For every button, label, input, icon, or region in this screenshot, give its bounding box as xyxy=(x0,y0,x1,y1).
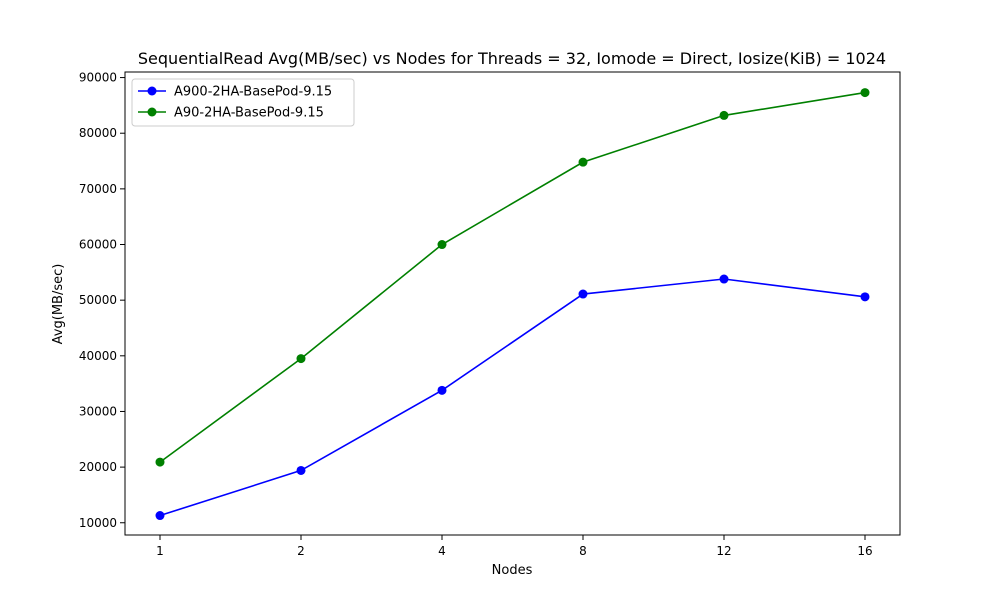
legend-item: A900-2HA-BasePod-9.15 xyxy=(138,85,332,100)
legend-label: A90-2HA-BasePod-9.15 xyxy=(174,106,324,121)
data-point xyxy=(296,354,306,364)
x-tick-label: 12 xyxy=(716,544,731,558)
y-tick-label: 70000 xyxy=(79,182,117,196)
x-tick-label: 2 xyxy=(297,544,305,558)
y-tick-label: 60000 xyxy=(79,238,117,252)
data-point xyxy=(437,240,447,250)
data-point xyxy=(719,274,729,284)
legend-swatch-marker xyxy=(147,107,157,117)
chart-title: SequentialRead Avg(MB/sec) vs Nodes for … xyxy=(138,49,886,68)
data-point xyxy=(155,511,165,521)
x-tick-label: 8 xyxy=(579,544,587,558)
y-tick-label: 30000 xyxy=(79,404,117,418)
x-axis: 1 2 4 8 12 16 xyxy=(156,535,873,558)
legend-box xyxy=(131,78,355,127)
legend-item: A90-2HA-BasePod-9.15 xyxy=(138,106,324,121)
data-point xyxy=(860,88,870,98)
y-tick-label: 90000 xyxy=(79,71,117,85)
y-tick-label: 10000 xyxy=(79,516,117,530)
data-point xyxy=(155,457,165,467)
y-axis-label: Avg(MB/sec) xyxy=(51,264,66,345)
data-point xyxy=(719,110,729,120)
data-point xyxy=(437,385,447,395)
plot-area-frame xyxy=(124,71,901,536)
y-tick-label: 20000 xyxy=(79,460,117,474)
data-point xyxy=(578,289,588,299)
y-axis: 10000 20000 30000 40000 50000 60000 70000 80000… xyxy=(79,71,125,530)
series-1 xyxy=(155,274,870,521)
series-layer xyxy=(155,88,870,521)
series-line xyxy=(159,91,866,463)
legend-swatch-marker xyxy=(147,86,157,96)
x-tick-label: 4 xyxy=(438,544,446,558)
data-point xyxy=(860,292,870,302)
data-point xyxy=(578,157,588,167)
y-tick-label: 80000 xyxy=(79,126,117,140)
x-tick-label: 1 xyxy=(156,544,164,558)
y-tick-label: 50000 xyxy=(79,293,117,307)
legend-label: A900-2HA-BasePod-9.15 xyxy=(174,85,332,100)
x-tick-label: 16 xyxy=(857,544,872,558)
data-point xyxy=(296,465,306,475)
x-axis-label: Nodes xyxy=(492,563,533,578)
series-2 xyxy=(155,88,870,467)
legend: A900-2HA-BasePod-9.15 A90-2HA-BasePod-9.1… xyxy=(131,78,355,127)
series-line xyxy=(159,278,866,517)
y-tick-label: 40000 xyxy=(79,349,117,363)
